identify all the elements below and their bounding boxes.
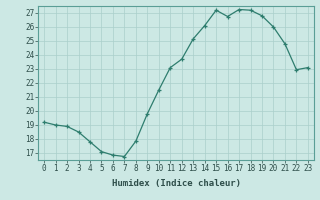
X-axis label: Humidex (Indice chaleur): Humidex (Indice chaleur) [111,179,241,188]
